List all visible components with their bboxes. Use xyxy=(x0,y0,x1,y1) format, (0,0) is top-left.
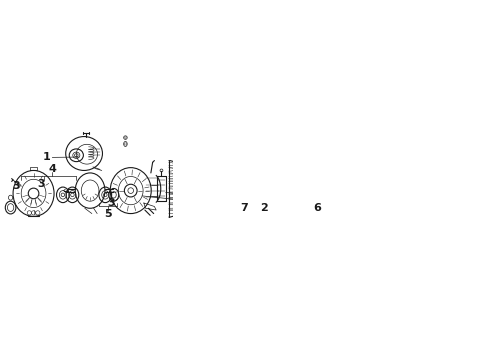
Text: 3: 3 xyxy=(13,181,21,192)
Text: 6: 6 xyxy=(313,203,321,212)
Text: 3: 3 xyxy=(37,179,45,189)
Text: 3: 3 xyxy=(107,198,115,208)
Text: 5: 5 xyxy=(104,209,112,219)
Text: 2: 2 xyxy=(260,203,268,212)
Text: 1: 1 xyxy=(43,152,51,162)
Text: 4: 4 xyxy=(48,164,56,174)
Text: 7: 7 xyxy=(240,203,247,212)
